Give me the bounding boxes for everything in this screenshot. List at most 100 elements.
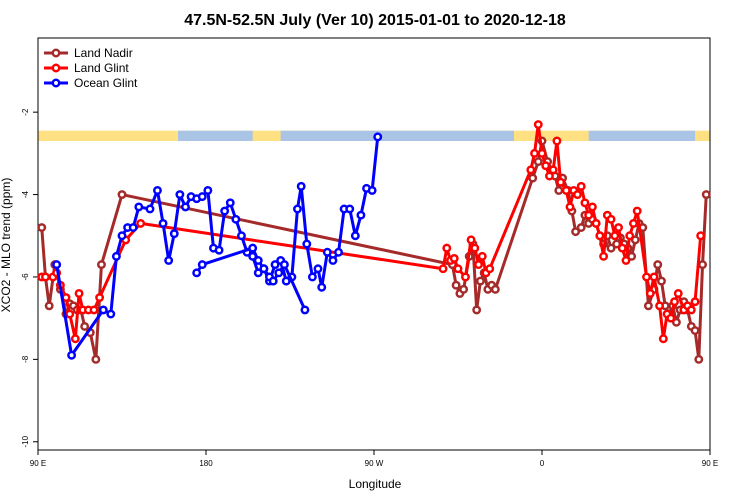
point-0-68 [694,354,704,364]
point-2-36 [296,181,306,191]
point-3-8 [279,260,289,270]
point-1-19 [453,264,463,274]
point-0-16 [451,280,461,290]
point-0-27 [528,173,538,183]
point-0-55 [643,301,653,311]
point-0-18 [459,284,469,294]
x-tick-label-2: 90 W [365,459,384,468]
point-1-15 [438,264,448,274]
legend-label-2: Ocean Glint [74,76,138,90]
point-1-21 [466,235,476,245]
point-2-45 [345,204,355,214]
point-2-4 [111,251,121,261]
point-2-10 [153,185,162,195]
band-ocean-1 [280,130,514,141]
point-2-22 [220,206,230,216]
point-2-1 [67,350,77,360]
point-0-28 [533,157,543,167]
series-line-1 [41,123,703,341]
x-tick-label-3: 0 [540,459,545,468]
point-1-22 [470,243,480,253]
x-tick-label-4: 90 E [702,459,718,468]
point-0-51 [627,251,637,261]
point-2-12 [164,256,174,265]
point-2-7 [128,223,138,232]
point-1-64 [673,288,683,298]
point-0-13 [97,260,106,270]
point-1-39 [573,190,582,200]
point-0-67 [690,326,700,335]
point-1-29 [533,120,543,129]
point-0-62 [671,317,681,327]
point-2-18 [197,192,207,202]
point-0-14 [117,190,127,200]
y-tick-label-4: -10 [21,435,30,447]
point-3-6 [268,276,278,286]
legend-marker-2 [51,78,61,88]
point-2-47 [356,210,366,220]
point-0-69 [698,260,707,270]
point-0-21 [472,305,482,315]
point-3-1 [197,260,207,270]
point-0-26 [490,284,500,294]
point-1-51 [617,243,627,253]
point-0-10 [80,321,90,331]
point-2-5 [117,231,127,241]
point-1-56 [642,272,651,282]
axis-ticks: 90 E 180 90 W 0 90 E -2 -4 -6 -8 -10 [21,108,718,468]
point-2-9 [145,204,155,214]
point-1-11 [89,305,99,315]
y-tick-label-1: -4 [21,190,30,198]
point-1-67 [686,305,696,315]
point-1-33 [548,165,558,175]
y-axis-label: XCO2 - MLO trend (ppm) [0,178,13,313]
point-2-50 [373,132,383,142]
series-layer [37,120,711,364]
point-1-68 [690,297,700,307]
point-1-23 [474,260,483,270]
point-1-28 [530,148,539,158]
y-tick-label-0: -2 [21,108,30,116]
point-2-40 [317,282,327,292]
point-3-0 [192,268,202,278]
point-1-12 [95,293,105,303]
point-1-26 [485,264,495,274]
x-axis-label: Longitude [349,477,402,491]
point-2-21 [214,245,224,255]
point-2-35 [293,204,302,214]
point-1-35 [556,177,566,187]
point-1-54 [629,218,638,228]
point-2-24 [231,214,241,224]
point-1-62 [666,313,676,323]
point-1-50 [614,223,623,232]
point-2-46 [350,231,360,241]
point-1-53 [625,231,635,241]
point-0-12 [91,354,101,364]
point-0-33 [554,185,564,195]
point-1-8 [74,288,84,298]
point-0-2 [44,301,54,311]
point-1-58 [649,272,659,282]
point-3-4 [259,264,269,274]
point-0-70 [701,190,711,200]
x-tick-label-1: 180 [199,459,213,468]
point-2-11 [158,218,168,228]
point-3-3 [253,256,263,265]
point-2-2 [98,305,108,315]
point-2-41 [322,247,332,257]
point-1-1 [41,272,50,282]
series-line-3 [195,246,307,311]
point-1-16 [442,243,452,253]
point-1-55 [632,206,642,216]
point-3-2 [248,243,258,253]
point-2-37 [302,239,312,249]
point-1-59 [655,301,665,311]
point-1-43 [587,202,597,212]
point-1-42 [584,210,594,220]
y-tick-label-3: -8 [21,355,30,363]
point-1-7 [70,334,80,344]
point-1-20 [461,272,470,282]
band-ocean-2 [588,130,696,141]
point-2-8 [134,202,144,212]
point-1-14 [136,218,146,228]
